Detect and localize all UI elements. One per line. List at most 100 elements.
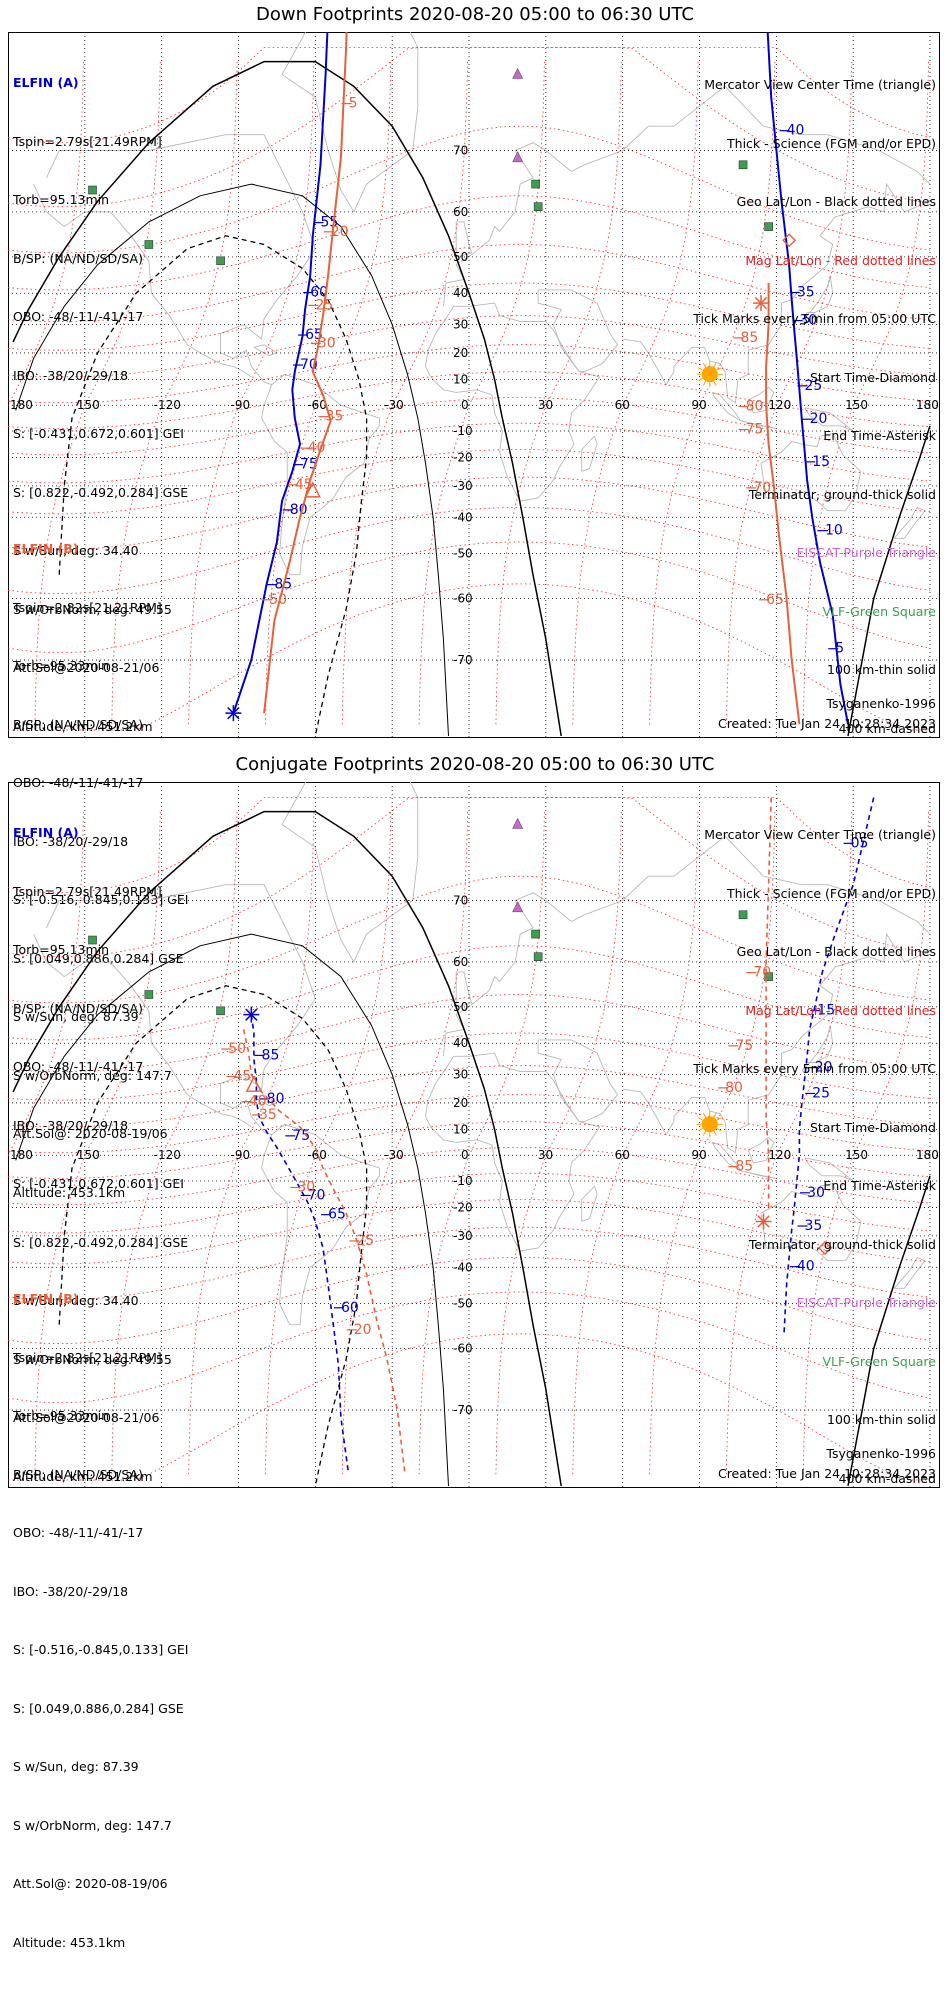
legend-end: End Time-Asterisk [823, 1178, 936, 1193]
mag-parallel [8, 1256, 931, 1345]
track-time-label: 10 [825, 523, 843, 539]
terminator-100km [15, 183, 449, 737]
asterisk-icon [243, 1006, 260, 1023]
mag-parallel [8, 1172, 931, 1234]
coastline [281, 782, 419, 963]
lat-tick-label: -50 [453, 1297, 473, 1311]
terminator-ground [12, 810, 562, 1487]
green-square-icon [88, 935, 97, 945]
lat-tick-label: 20 [453, 346, 468, 360]
elfin-a-bsp: B/SP: (NA/ND/SD/SA) [13, 250, 143, 266]
mag-meridian [572, 811, 699, 1475]
coastline [425, 302, 601, 502]
coastline [253, 344, 278, 357]
model-name: Tsyganenko-1996 [826, 696, 936, 711]
elfin-a-bsp: B/SP: (NA/ND/SD/SA) [13, 1000, 143, 1016]
terminator-ground [12, 60, 562, 737]
mag-meridian [34, 811, 161, 1475]
green-square-icon [738, 910, 748, 920]
mag-parallel [8, 1291, 931, 1404]
stations [88, 817, 773, 1016]
coastline [760, 433, 862, 512]
mag-parallel [8, 315, 931, 378]
lon-tick-label: 30 [538, 398, 553, 412]
track-time-label: 70 [753, 965, 771, 981]
lon-tick-label: 180 [10, 398, 33, 412]
sun-ray [698, 1117, 704, 1121]
footprint-tracks: 8580757065600515202530354050454035302520… [221, 797, 875, 1475]
lat-tick-label: -20 [453, 1201, 473, 1215]
green-square-icon [88, 185, 97, 195]
elfin-b-bsp: B/SP: (NA/ND/SD/SA) [13, 716, 143, 732]
sun-icon [696, 1111, 723, 1138]
green-square-icon [764, 222, 773, 231]
lat-tick-label: 20 [453, 1096, 468, 1110]
coastline [893, 506, 926, 539]
lon-tick-label: 150 [77, 398, 100, 412]
lat-tick-label: 40 [453, 1036, 468, 1050]
coastline [581, 435, 598, 472]
coastline [537, 289, 619, 373]
terminator-ground-east [847, 425, 931, 737]
track-time-label: 20 [815, 1060, 833, 1076]
track-time-label: 60 [341, 1300, 359, 1316]
elfin-a-ibo: IBO: -38/20/-29/18 [13, 1117, 129, 1133]
track-time-label: 35 [797, 285, 815, 301]
elfin-b-obo: OBO: -48/-11/-41/-17 [13, 1525, 144, 1540]
coastline [801, 275, 834, 322]
elfin-a-track [766, 32, 849, 725]
elfin-b-gse: S: [0.049,0.886,0.284] GSE [13, 1700, 184, 1716]
panel-title: Conjugate Footprints 2020-08-20 05:00 to… [235, 754, 715, 775]
track-time-label: 85 [740, 330, 758, 346]
lat-tick-label: 50 [453, 250, 468, 264]
track-time-label: 40 [308, 440, 326, 456]
lon-tick-label: -90 [231, 1148, 251, 1162]
mag-parallel [8, 125, 931, 254]
sun-disc [701, 1116, 718, 1133]
mag-parallel [8, 994, 931, 1073]
lon-tick-label: 60 [615, 1148, 630, 1162]
lon-tick-label: -90 [231, 398, 251, 412]
track-time-label: 35 [259, 1107, 277, 1123]
track-time-label: 65 [328, 1207, 346, 1223]
elfin-a-name: ELFIN (A) [13, 825, 79, 840]
legend-100km: 100 km-thin solid [827, 662, 936, 677]
legend-end: End Time-Asterisk [823, 428, 936, 443]
track-time-label: 25 [315, 297, 333, 313]
lon-tick-label: 150 [845, 398, 868, 412]
coastline [711, 1141, 741, 1172]
lon-tick-label: 120 [768, 398, 791, 412]
green-square-icon [216, 1006, 225, 1016]
green-square-icon [738, 160, 748, 170]
elfin-a-tspin: Tspin=2.79s[21.49RPM] [13, 883, 162, 899]
track-time-label: 70 [753, 480, 771, 496]
green-square-icon [764, 972, 773, 981]
track-time-label: 80 [746, 398, 764, 414]
purple-triangle-icon [512, 67, 524, 79]
asterisk-icon [225, 705, 242, 722]
mag-meridian [341, 811, 468, 1475]
elfin-a-sun-angle: S w/Sun, deg: 34.40 [13, 1293, 139, 1308]
legend-ticks: Tick Marks every 5min from 05:00 UTC [693, 311, 936, 326]
elfin-a-obo: OBO: -48/-11/-41/-17 [13, 309, 144, 324]
sun-ray [713, 1130, 717, 1136]
track-time-label: 45 [295, 477, 313, 493]
mercator-map: 180 150 -120 -90 -60 -30 0 30 60 90 120 150 180 70 60 5… [8, 32, 940, 738]
lat-tick-label: 50 [453, 1000, 468, 1014]
legend-terminator: Terminator, ground-thick solid [748, 486, 936, 502]
coastline [455, 971, 473, 1008]
elfin-a-tspin: Tspin=2.79s[21.49RPM] [13, 133, 162, 149]
diamond-icon [782, 233, 797, 248]
created-timestamp: Created: Tue Jan 24 10:28:34 2023 [717, 716, 936, 731]
lon-tick-label: -60 [307, 398, 327, 412]
track-time-label: 75 [746, 422, 764, 438]
elfin-b-ibo: IBO: -38/20/-29/18 [13, 1583, 129, 1599]
mag-parallel [8, 1226, 931, 1301]
lon-tick-label: 150 [77, 1148, 100, 1162]
track-time-label: 30 [799, 313, 817, 329]
legend-geo: Geo Lat/Lon - Black dotted lines [736, 944, 936, 959]
sun-ray [713, 362, 717, 368]
green-square-icon [144, 240, 154, 249]
elfin-b-track [765, 283, 801, 725]
track-time-label: 80 [290, 502, 308, 518]
